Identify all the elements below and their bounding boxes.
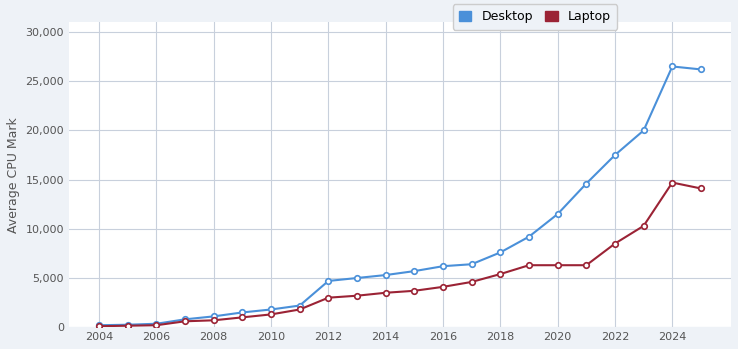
Desktop xyxy=(554,212,562,216)
Laptop xyxy=(181,319,190,324)
Desktop xyxy=(582,181,590,186)
Laptop xyxy=(94,324,103,328)
Laptop xyxy=(554,263,562,267)
Desktop xyxy=(152,322,161,326)
Desktop xyxy=(467,262,476,266)
Desktop xyxy=(266,307,275,312)
Laptop xyxy=(324,296,333,300)
Laptop xyxy=(467,280,476,284)
Desktop xyxy=(610,153,619,157)
Desktop xyxy=(353,276,362,280)
Desktop xyxy=(123,322,132,327)
Laptop xyxy=(410,289,418,293)
Desktop xyxy=(525,235,534,239)
Laptop xyxy=(525,263,534,267)
Y-axis label: Average CPU Mark: Average CPU Mark xyxy=(7,117,20,232)
Desktop xyxy=(639,128,648,133)
Desktop xyxy=(410,269,418,273)
Laptop xyxy=(697,186,706,191)
Desktop xyxy=(496,250,505,254)
Laptop xyxy=(123,324,132,328)
Line: Desktop: Desktop xyxy=(96,64,704,328)
Laptop xyxy=(639,224,648,228)
Desktop xyxy=(94,323,103,327)
Desktop xyxy=(438,264,447,268)
Desktop xyxy=(238,310,246,314)
Laptop xyxy=(496,272,505,276)
Laptop xyxy=(610,242,619,246)
Desktop xyxy=(210,314,218,319)
Desktop xyxy=(697,67,706,72)
Legend: Desktop, Laptop: Desktop, Laptop xyxy=(452,4,617,30)
Desktop xyxy=(668,64,677,68)
Laptop xyxy=(266,312,275,317)
Laptop xyxy=(238,315,246,319)
Desktop xyxy=(382,273,390,277)
Desktop xyxy=(295,303,304,307)
Line: Laptop: Laptop xyxy=(96,180,704,329)
Desktop xyxy=(324,279,333,283)
Laptop xyxy=(295,307,304,312)
Laptop xyxy=(582,263,590,267)
Desktop xyxy=(181,317,190,321)
Laptop xyxy=(152,323,161,327)
Laptop xyxy=(210,318,218,322)
Laptop xyxy=(438,285,447,289)
Laptop xyxy=(382,291,390,295)
Laptop xyxy=(353,294,362,298)
Laptop xyxy=(668,180,677,185)
